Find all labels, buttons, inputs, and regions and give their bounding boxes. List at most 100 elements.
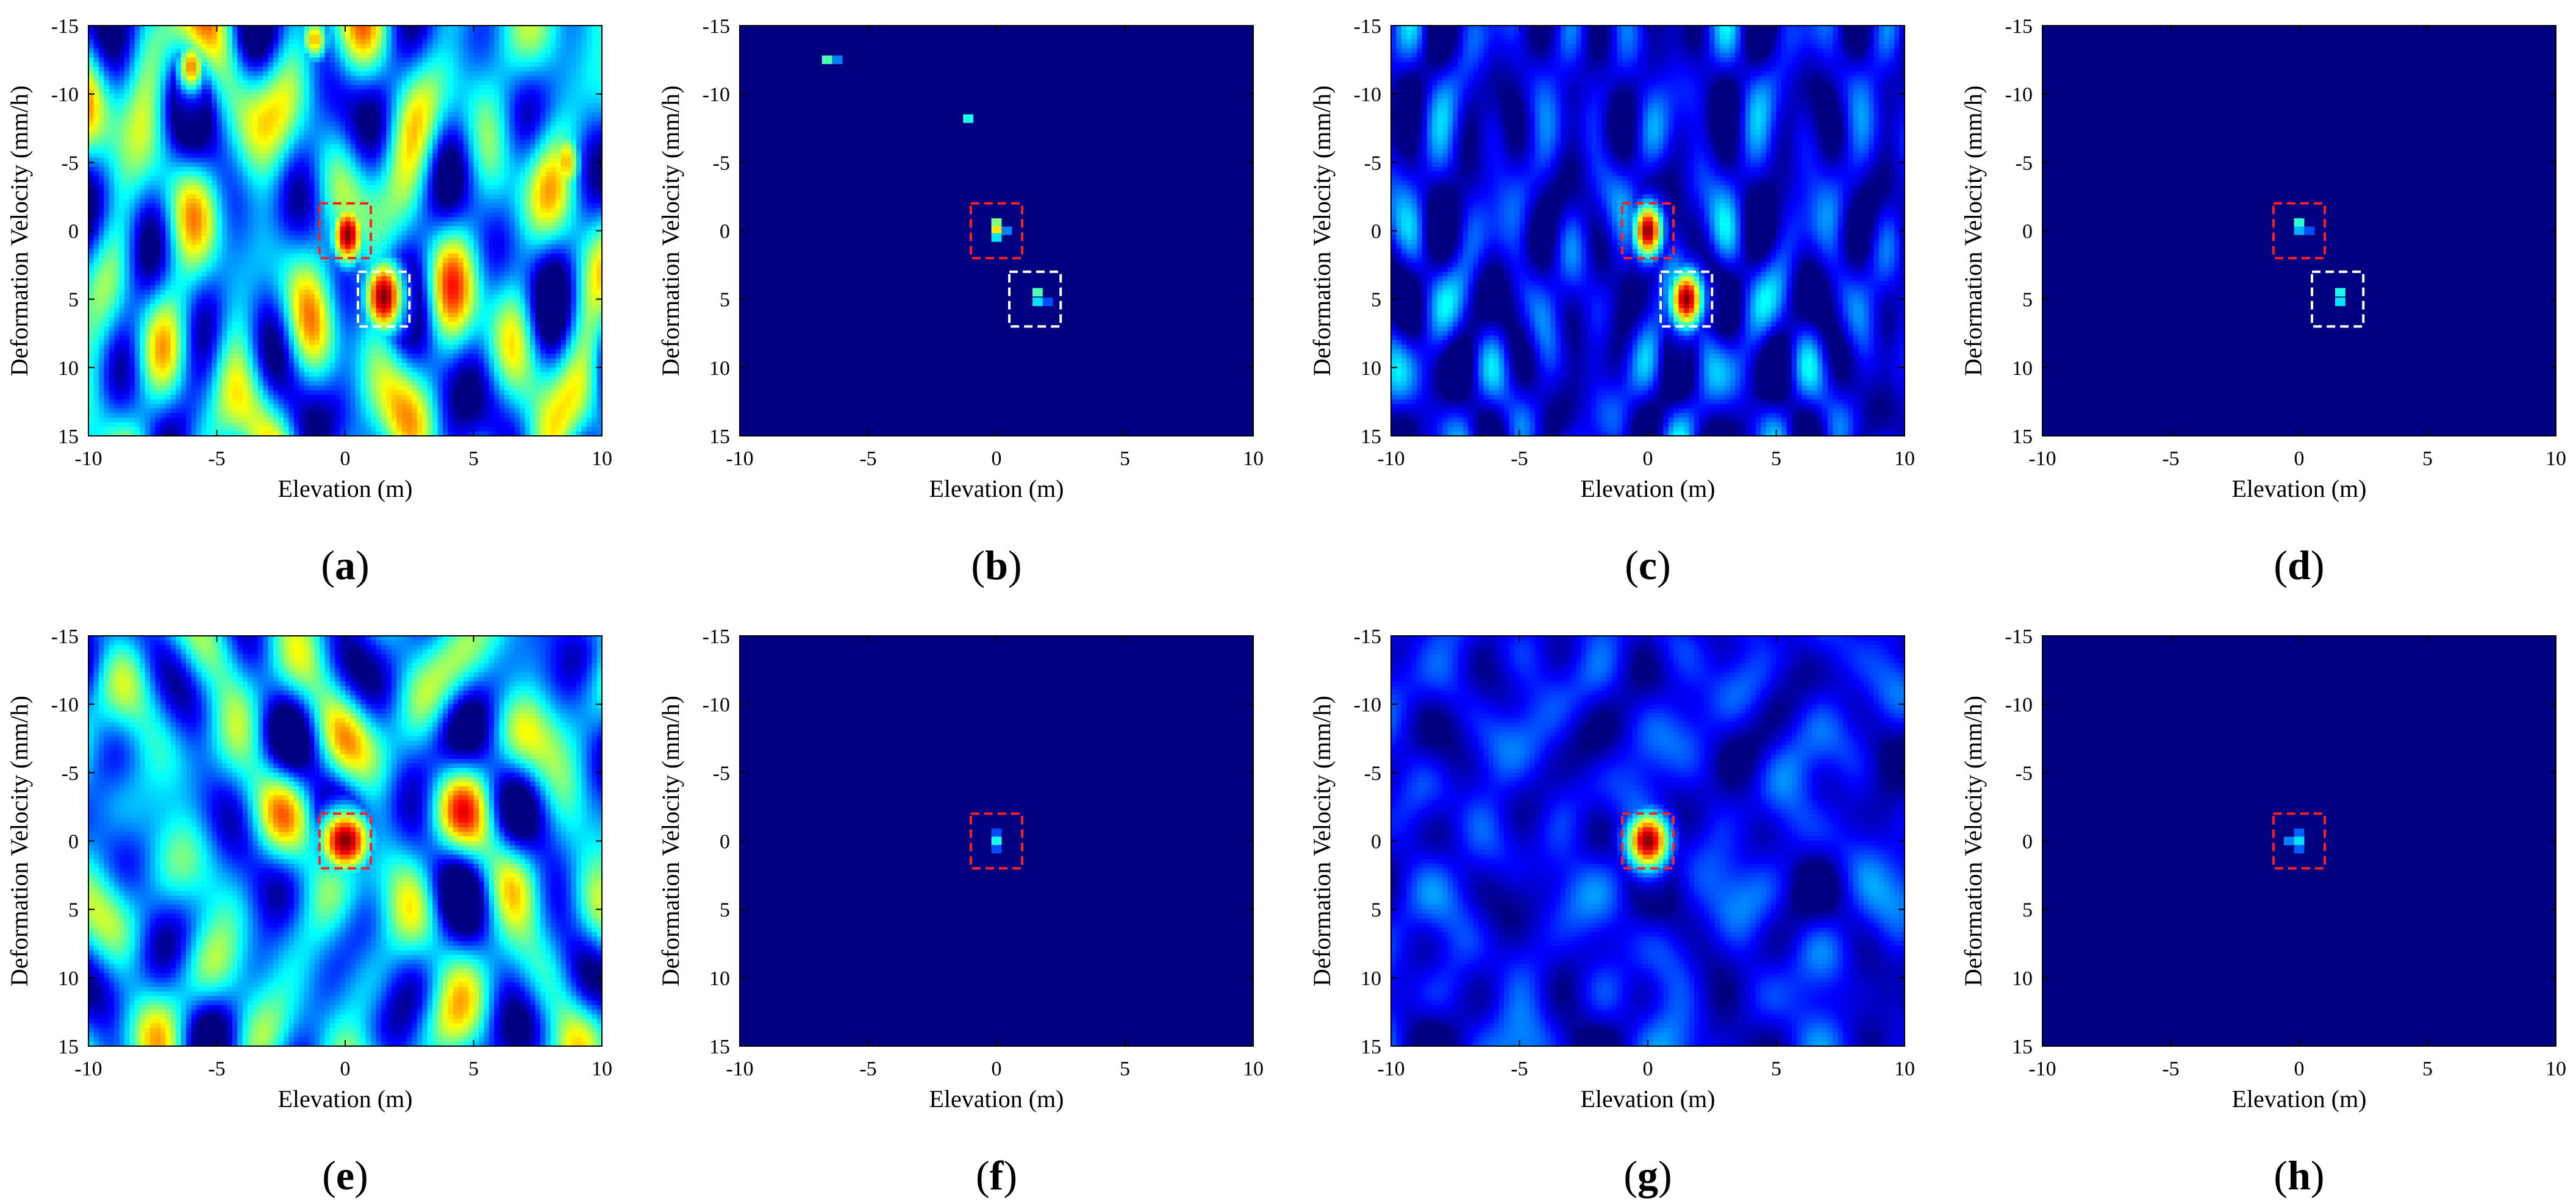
heatmap-cell	[104, 26, 109, 30]
heatmap-cell	[581, 57, 587, 62]
heatmap-cell	[530, 62, 535, 67]
heatmap-cell	[186, 66, 191, 71]
heatmap-cell	[556, 35, 561, 40]
heatmap-cell	[304, 26, 310, 30]
heatmap-cell	[340, 44, 346, 49]
heatmap-cell	[140, 26, 145, 30]
heatmap-cell	[376, 57, 382, 62]
heatmap-cell	[556, 48, 561, 53]
heatmap-cell	[140, 44, 145, 49]
heatmap-cell	[93, 35, 99, 40]
heatmap-cell	[93, 57, 99, 62]
heatmap-cell	[453, 66, 459, 71]
heatmap-cell	[371, 44, 376, 49]
heatmap-cell	[428, 66, 433, 71]
heatmap-cell	[324, 44, 330, 49]
heatmap-cell	[535, 39, 541, 44]
heatmap-cell	[412, 35, 417, 40]
heatmap-cell	[176, 35, 181, 40]
heatmap-cell	[402, 26, 407, 30]
heatmap-cell	[227, 30, 232, 35]
heatmap-cell	[248, 71, 253, 76]
heatmap-cell	[114, 39, 120, 44]
heatmap-cell	[551, 66, 556, 71]
heatmap-cell	[509, 66, 515, 71]
heatmap-cell	[350, 35, 356, 40]
heatmap-cell	[494, 35, 499, 40]
heatmap-cell	[309, 66, 315, 71]
heatmap-cell	[330, 26, 335, 30]
heatmap-cell	[392, 39, 397, 44]
heatmap-cell	[432, 71, 438, 76]
heatmap-cell	[494, 39, 499, 44]
heatmap-cell	[366, 48, 371, 53]
heatmap-cell	[186, 35, 191, 40]
heatmap-cell	[340, 48, 346, 53]
heatmap-cell	[422, 30, 428, 35]
heatmap-cell	[489, 26, 495, 30]
heatmap-cell	[366, 35, 371, 40]
heatmap-cell	[494, 48, 499, 53]
heatmap-cell	[114, 30, 120, 35]
heatmap-cell	[412, 39, 417, 44]
heatmap-cell	[99, 35, 104, 40]
heatmap-cell	[160, 30, 166, 35]
heatmap-cell	[540, 44, 546, 49]
heatmap-cell	[515, 39, 520, 44]
heatmap-cell	[191, 26, 196, 30]
heatmap-cell	[530, 35, 535, 40]
heatmap-cell	[443, 39, 448, 44]
heatmap-cell	[104, 57, 109, 62]
heatmap-cell	[530, 26, 535, 30]
heatmap-cell	[88, 48, 94, 53]
heatmap-cell	[232, 26, 238, 30]
heatmap-cell	[417, 26, 423, 30]
heatmap-cell	[428, 26, 433, 30]
heatmap-cell	[360, 66, 366, 71]
heatmap-cell	[520, 57, 525, 62]
heatmap-cell	[232, 35, 238, 40]
heatmap-cell	[535, 66, 541, 71]
heatmap-cell	[366, 44, 371, 49]
heatmap-cell	[284, 57, 289, 62]
heatmap-cell	[268, 53, 274, 58]
heatmap-cell	[484, 71, 489, 76]
heatmap-cell	[288, 53, 294, 58]
heatmap-cell	[171, 48, 176, 53]
heatmap-cell	[576, 66, 582, 71]
heatmap-cell	[335, 71, 340, 76]
heatmap-cell	[453, 57, 459, 62]
heatmap-cell	[489, 66, 495, 71]
heatmap-cell	[135, 44, 140, 49]
heatmap-cell	[181, 44, 187, 49]
heatmap-cell	[484, 66, 489, 71]
heatmap-cell	[232, 57, 238, 62]
heatmap-cell	[165, 53, 171, 58]
heatmap-cell	[366, 57, 371, 62]
heatmap-cell	[422, 48, 428, 53]
heatmap-cell	[520, 48, 525, 53]
heatmap-cell	[350, 39, 356, 44]
heatmap-cell	[443, 53, 448, 58]
heatmap-cell	[222, 39, 227, 44]
heatmap-cell	[443, 62, 448, 67]
heatmap-cell	[299, 35, 304, 40]
heatmap-cell	[499, 44, 505, 49]
heatmap-cell	[350, 53, 356, 58]
heatmap-cell	[381, 62, 387, 67]
heatmap-cell	[592, 62, 597, 67]
heatmap-cell	[222, 26, 227, 30]
heatmap-cell	[324, 48, 330, 53]
heatmap-cell	[129, 57, 135, 62]
heatmap-cell	[181, 62, 187, 67]
heatmap-cell	[124, 71, 130, 76]
heatmap-cell	[150, 57, 156, 62]
heatmap-cell	[340, 39, 346, 44]
heatmap-cell	[530, 39, 535, 44]
heatmap-cell	[309, 35, 315, 40]
heatmap-cell	[494, 62, 499, 67]
heatmap-cell	[288, 57, 294, 62]
heatmap-cell	[402, 53, 407, 58]
heatmap-cell	[237, 26, 243, 30]
heatmap-cell	[581, 62, 587, 67]
